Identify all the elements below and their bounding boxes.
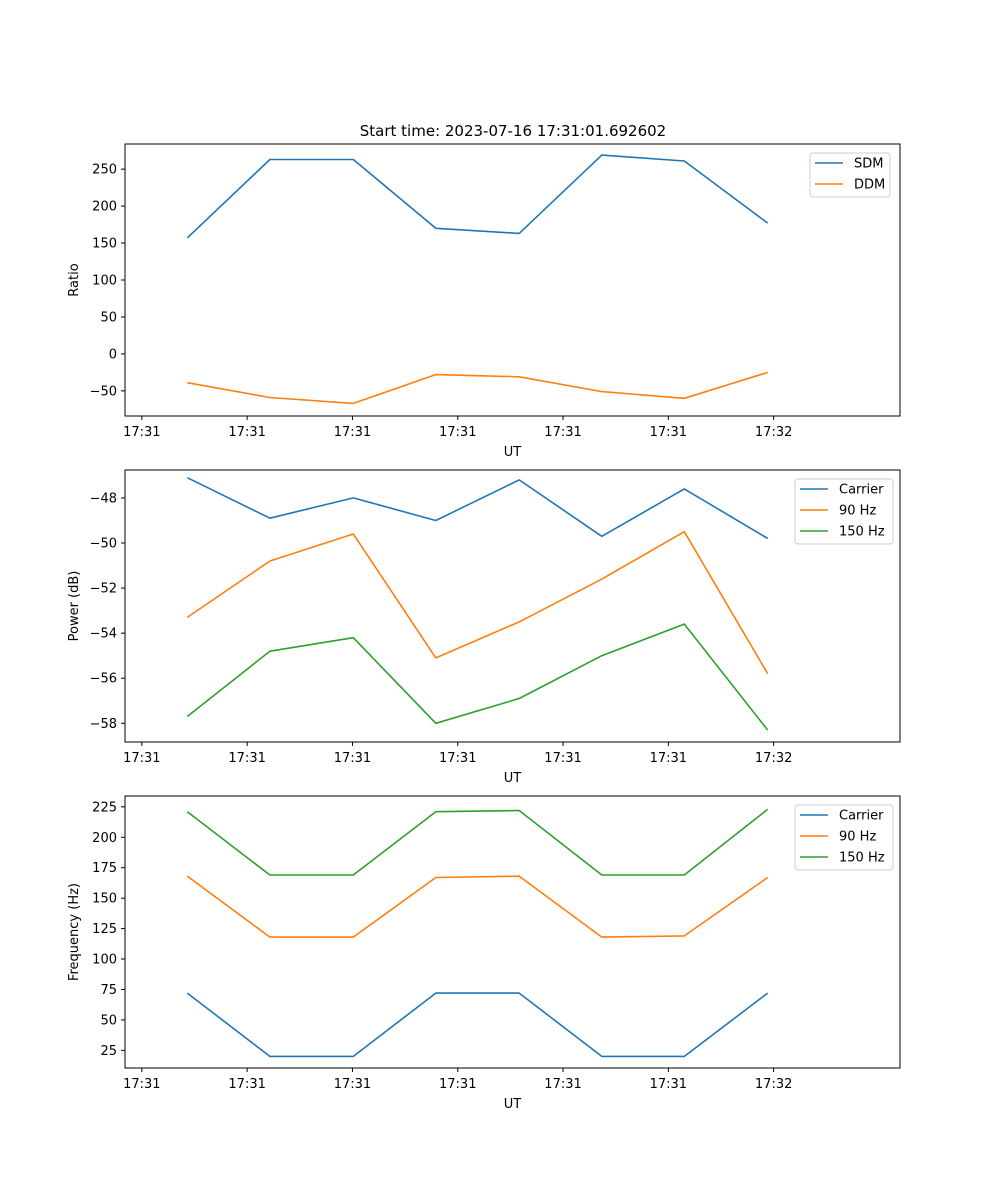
x-tick-label: 17:31 — [544, 425, 581, 440]
legend-label: DDM — [854, 178, 885, 193]
subplot-2: 17:31 17:31 17:31 17:31 17:31 17:31 17:32 −58 −5… — [67, 469, 901, 786]
x-tick-label: 17:31 — [650, 1077, 687, 1092]
legend-label: 150 Hz — [839, 525, 885, 540]
y-tick-label: −50 — [90, 537, 117, 552]
x-tick-label: 17:31 — [439, 751, 476, 766]
y-tick-label: 125 — [92, 922, 117, 937]
x-tick-label: 17:31 — [123, 1077, 160, 1092]
x-tick-label: 17:31 — [439, 1077, 476, 1092]
y-tick-label: −52 — [90, 582, 117, 597]
legend-label: 90 Hz — [839, 504, 876, 519]
y-tick-label: −48 — [90, 491, 117, 506]
axes-frame — [124, 795, 901, 1069]
y-tick-label: 200 — [92, 831, 117, 846]
x-tick-label: 17:32 — [755, 751, 792, 766]
y-axis-label: Frequency (Hz) — [67, 883, 82, 981]
x-tick-label: 17:31 — [228, 1077, 265, 1092]
y-tick-label: −56 — [90, 672, 117, 687]
series-line-carrier — [186, 476, 769, 540]
x-tick-label: 17:31 — [650, 751, 687, 766]
legend: Carrier 90 Hz 150 Hz — [794, 804, 894, 871]
legend-label: Carrier — [839, 809, 884, 824]
subplot-1: 17:31 17:31 17:31 17:31 17:31 17:31 17:32 −50 0 5… — [67, 143, 901, 460]
subplots: 17:31 17:31 17:31 17:31 17:31 17:31 17:32 −50 0 5… — [67, 143, 901, 1112]
x-axis-label: UT — [504, 445, 522, 460]
y-axis-label: Power (dB) — [67, 571, 82, 642]
x-tick-label: 17:31 — [334, 751, 371, 766]
x-tick-label: 17:31 — [228, 425, 265, 440]
x-axis-label: UT — [504, 1097, 522, 1112]
series-line-90-hz — [186, 530, 769, 675]
x-axis-label: UT — [504, 771, 522, 786]
x-tick-label: 17:31 — [228, 751, 265, 766]
legend-box — [809, 152, 891, 198]
y-tick-label: 200 — [92, 200, 117, 215]
x-tick-label: 17:31 — [123, 425, 160, 440]
y-tick-label: 50 — [100, 310, 117, 325]
legend-label: SDM — [854, 157, 883, 172]
x-tick-label: 17:31 — [334, 425, 371, 440]
legend: Carrier 90 Hz 150 Hz — [794, 478, 894, 545]
figure-title: Start time: 2023-07-16 17:31:01.692602 — [360, 122, 666, 140]
y-tick-label: 50 — [100, 1013, 117, 1028]
y-tick-label: 100 — [92, 274, 117, 289]
y-tick-label: 150 — [92, 892, 117, 907]
legend-box — [794, 478, 894, 545]
axes-frame — [124, 469, 901, 743]
legend-label: 150 Hz — [839, 851, 885, 866]
y-tick-label: 225 — [92, 800, 117, 815]
y-tick-label: 75 — [100, 983, 117, 998]
legend: SDM DDM — [809, 152, 891, 198]
series-line-150-hz — [186, 808, 769, 876]
x-tick-label: 17:31 — [439, 425, 476, 440]
y-tick-label: 25 — [100, 1044, 117, 1059]
legend-box — [794, 804, 894, 871]
y-axis-label: Ratio — [67, 263, 82, 296]
x-tick-label: 17:31 — [334, 1077, 371, 1092]
x-tick-label: 17:31 — [650, 425, 687, 440]
legend-label: Carrier — [839, 483, 884, 498]
y-tick-label: 175 — [92, 861, 117, 876]
x-tick-label: 17:32 — [755, 425, 792, 440]
y-tick-label: 250 — [92, 163, 117, 178]
y-tick-label: −58 — [90, 717, 117, 732]
axes-frame — [124, 143, 901, 417]
y-tick-label: −54 — [90, 627, 117, 642]
x-tick-label: 17:32 — [755, 1077, 792, 1092]
y-tick-label: −50 — [90, 384, 117, 399]
x-tick-label: 17:31 — [123, 751, 160, 766]
subplot-3: 17:31 17:31 17:31 17:31 17:31 17:31 17:32 25 50 7… — [67, 795, 901, 1112]
y-tick-label: 0 — [109, 347, 117, 362]
legend-label: 90 Hz — [839, 830, 876, 845]
x-tick-label: 17:31 — [544, 1077, 581, 1092]
y-tick-label: 100 — [92, 953, 117, 968]
x-tick-label: 17:31 — [544, 751, 581, 766]
series-line-150-hz — [186, 623, 769, 731]
series-line-carrier — [186, 992, 769, 1058]
series-line-90-hz — [186, 875, 769, 938]
y-tick-label: 150 — [92, 237, 117, 252]
series-line-ddm — [187, 371, 768, 405]
series-line-sdm — [186, 154, 769, 239]
